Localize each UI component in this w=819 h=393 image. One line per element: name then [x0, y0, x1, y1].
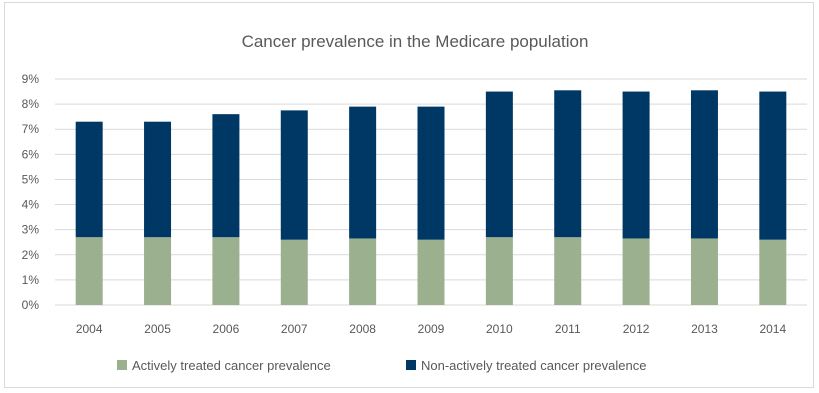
bar-non-actively-treated	[280, 110, 308, 240]
x-tick-label: 2013	[691, 322, 718, 336]
bar-non-actively-treated	[417, 106, 445, 240]
y-axis-tick-labels: 0% 1% 2% 3% 4% 5% 6% 7% 8% 9%	[22, 72, 40, 312]
x-axis-tick-labels: 2004 2005 2006 2007 2008 2009 2010 2011 2012 2013…	[76, 322, 787, 336]
y-tick-label: 8%	[22, 97, 40, 111]
legend-swatch-non-actively-treated	[406, 360, 416, 370]
bar-non-actively-treated	[690, 90, 718, 239]
bar-non-actively-treated	[144, 121, 172, 238]
x-tick-label: 2005	[144, 322, 171, 336]
x-tick-label: 2009	[418, 322, 445, 336]
y-tick-label: 1%	[22, 273, 40, 287]
legend-label-actively-treated: Actively treated cancer prevalence	[132, 358, 331, 373]
bar-non-actively-treated	[75, 121, 103, 238]
bar-actively-treated	[417, 239, 445, 305]
x-tick-label: 2004	[76, 322, 103, 336]
bar-actively-treated	[485, 237, 513, 305]
y-tick-label: 0%	[22, 298, 40, 312]
bar-actively-treated	[144, 237, 172, 305]
legend: Actively treated cancer prevalence Non-a…	[117, 358, 646, 373]
bar-actively-treated	[759, 239, 787, 305]
x-tick-label: 2012	[623, 322, 650, 336]
x-tick-label: 2011	[555, 322, 581, 336]
bar-actively-treated	[554, 237, 582, 305]
y-tick-label: 7%	[22, 122, 40, 136]
bars	[75, 90, 787, 305]
bar-non-actively-treated	[485, 91, 513, 238]
y-tick-label: 5%	[22, 172, 40, 186]
bar-non-actively-treated	[759, 91, 787, 240]
stacked-bar-chart: Cancer prevalence in the Medicare popula…	[22, 32, 807, 373]
bar-actively-treated	[622, 238, 650, 305]
bar-actively-treated	[690, 238, 718, 305]
bar-actively-treated	[280, 239, 308, 305]
y-tick-label: 9%	[22, 72, 40, 86]
bar-actively-treated	[75, 237, 103, 305]
legend-swatch-actively-treated	[117, 360, 127, 370]
bar-non-actively-treated	[622, 91, 650, 239]
chart-title: Cancer prevalence in the Medicare popula…	[242, 32, 589, 51]
x-tick-label: 2008	[349, 322, 376, 336]
y-tick-label: 4%	[22, 198, 40, 212]
y-tick-label: 3%	[22, 223, 40, 237]
x-tick-label: 2006	[213, 322, 240, 336]
bar-non-actively-treated	[554, 90, 582, 238]
y-tick-label: 6%	[22, 147, 40, 161]
y-tick-label: 2%	[22, 248, 40, 262]
bar-non-actively-treated	[349, 106, 377, 239]
legend-label-non-actively-treated: Non-actively treated cancer prevalence	[421, 358, 646, 373]
bar-actively-treated	[212, 237, 240, 305]
bar-non-actively-treated	[212, 114, 240, 238]
x-tick-label: 2010	[486, 322, 513, 336]
bar-actively-treated	[349, 238, 377, 305]
chart-frame: Cancer prevalence in the Medicare popula…	[4, 2, 814, 388]
x-tick-label: 2014	[759, 322, 786, 336]
x-tick-label: 2007	[281, 322, 308, 336]
